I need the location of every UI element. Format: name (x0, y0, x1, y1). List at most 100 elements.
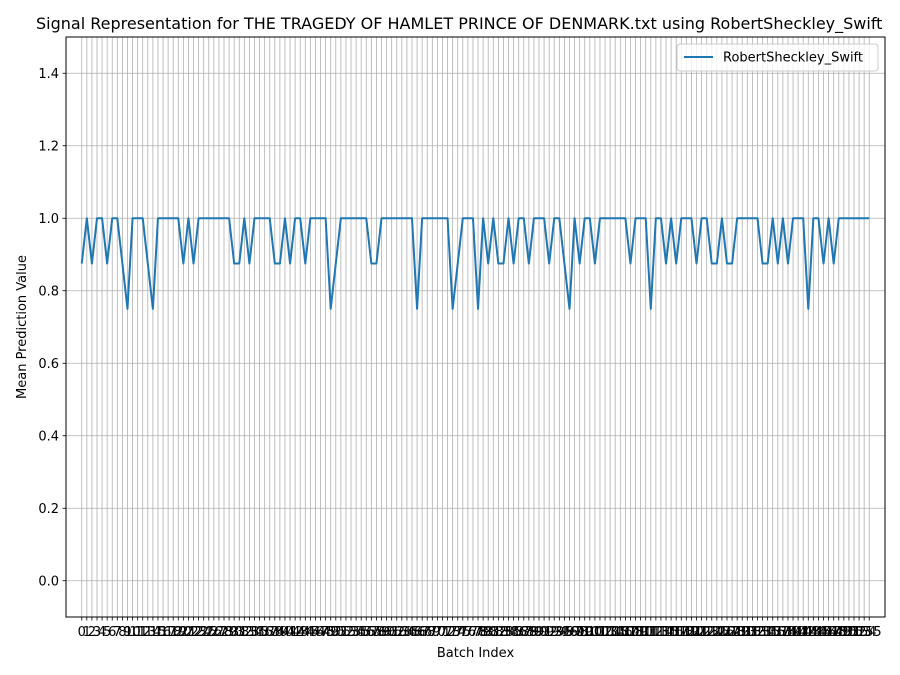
x-tick-label: 81 (485, 625, 502, 640)
x-tick-label: 144 (801, 625, 826, 640)
x-tick-label: 1 (83, 625, 91, 640)
x-tick-label: 25 (200, 625, 217, 640)
x-tick-label: 94 (551, 625, 568, 640)
x-tick-label: 115 (654, 625, 679, 640)
x-tick-label: 44 (297, 625, 314, 640)
x-tick-label: 113 (643, 625, 668, 640)
x-tick-label: 83 (495, 625, 512, 640)
x-tick-label: 59 (373, 625, 390, 640)
x-tick-label: 98 (571, 625, 588, 640)
x-tick-label: 138 (770, 625, 795, 640)
x-tick-label: 72 (439, 625, 456, 640)
x-tick-label: 147 (816, 625, 841, 640)
y-tick-label: 1.4 (38, 67, 59, 82)
x-tick-label: 88 (521, 625, 538, 640)
x-tick-label: 24 (195, 625, 212, 640)
x-tick-label: 41 (282, 625, 299, 640)
x-tick-label: 51 (333, 625, 350, 640)
x-tick-label: 151 (837, 625, 862, 640)
x-tick-label: 75 (455, 625, 472, 640)
x-tick-label: 99 (576, 625, 593, 640)
x-tick-label: 71 (434, 625, 451, 640)
x-tick-label: 39 (272, 625, 289, 640)
x-tick-label: 136 (760, 625, 785, 640)
x-tick-label: 128 (720, 625, 745, 640)
x-tick-label: 64 (399, 625, 416, 640)
x-tick-label: 31 (231, 625, 248, 640)
x-tick-label: 20 (175, 625, 192, 640)
x-tick-label: 54 (348, 625, 365, 640)
x-tick-label: 43 (292, 625, 309, 640)
x-tick-label: 117 (664, 625, 689, 640)
x-tick-label: 61 (383, 625, 400, 640)
x-tick-label: 28 (216, 625, 233, 640)
y-tick-label: 0.8 (38, 284, 59, 299)
x-tick-label: 134 (750, 625, 775, 640)
x-tick-label: 97 (566, 625, 583, 640)
x-axis-ticks: 0123456789101112131415161718192021222324… (78, 617, 882, 640)
x-tick-label: 145 (806, 625, 831, 640)
x-tick-label: 123 (694, 625, 719, 640)
x-tick-label: 100 (577, 625, 602, 640)
x-tick-label: 110 (628, 625, 653, 640)
x-tick-label: 154 (852, 625, 877, 640)
x-tick-label: 129 (725, 625, 750, 640)
x-tick-label: 96 (561, 625, 578, 640)
x-tick-label: 63 (394, 625, 411, 640)
x-tick-label: 140 (781, 625, 806, 640)
x-tick-label: 62 (388, 625, 405, 640)
x-tick-label: 29 (221, 625, 238, 640)
x-tick-label: 101 (582, 625, 607, 640)
x-tick-label: 131 (735, 625, 760, 640)
x-tick-label: 45 (302, 625, 319, 640)
x-tick-label: 50 (328, 625, 345, 640)
x-tick-label: 133 (745, 625, 770, 640)
y-tick-label: 0.6 (38, 357, 59, 372)
x-tick-label: 104 (598, 625, 623, 640)
x-tick-label: 150 (831, 625, 856, 640)
x-tick-label: 108 (618, 625, 643, 640)
x-tick-label: 37 (261, 625, 278, 640)
x-tick-label: 86 (510, 625, 527, 640)
x-tick-label: 36 (256, 625, 273, 640)
x-tick-label: 68 (419, 625, 436, 640)
x-tick-label: 2 (88, 625, 96, 640)
x-tick-label: 42 (287, 625, 304, 640)
chart-title: Signal Representation for THE TRAGEDY OF… (36, 14, 882, 34)
x-tick-label: 130 (730, 625, 755, 640)
x-tick-label: 152 (842, 625, 867, 640)
y-tick-label: 0.0 (38, 574, 59, 589)
x-tick-label: 119 (674, 625, 699, 640)
x-tick-label: 7 (113, 625, 121, 640)
x-tick-label: 27 (211, 625, 228, 640)
x-tick-label: 21 (180, 625, 197, 640)
x-tick-label: 91 (536, 625, 553, 640)
x-tick-label: 48 (317, 625, 334, 640)
x-tick-label: 49 (322, 625, 339, 640)
x-tick-label: 93 (546, 625, 563, 640)
x-tick-label: 9 (123, 625, 131, 640)
x-tick-label: 6 (108, 625, 116, 640)
x-tick-label: 58 (368, 625, 385, 640)
y-tick-label: 0.4 (38, 429, 59, 444)
x-tick-label: 55 (353, 625, 370, 640)
x-tick-label: 74 (449, 625, 466, 640)
x-tick-label: 18 (165, 625, 182, 640)
x-tick-label: 127 (715, 625, 740, 640)
x-tick-label: 126 (709, 625, 734, 640)
y-axis-ticks: 0.0 0.2 0.4 0.6 0.8 1.0 1.2 1.4 (38, 67, 66, 589)
legend-box (676, 43, 879, 72)
x-tick-label: 34 (246, 625, 263, 640)
x-tick-label: 124 (699, 625, 724, 640)
x-tick-label: 87 (515, 625, 532, 640)
series-line-robertsheckley-swift (80, 217, 870, 310)
x-tick-label: 106 (608, 625, 633, 640)
x-tick-label: 16 (155, 625, 172, 640)
x-tick-label: 92 (541, 625, 558, 640)
y-axis-label: Mean Prediction Value (15, 255, 30, 399)
x-tick-label: 143 (796, 625, 821, 640)
x-tick-label: 112 (638, 625, 663, 640)
x-tick-label: 57 (363, 625, 380, 640)
